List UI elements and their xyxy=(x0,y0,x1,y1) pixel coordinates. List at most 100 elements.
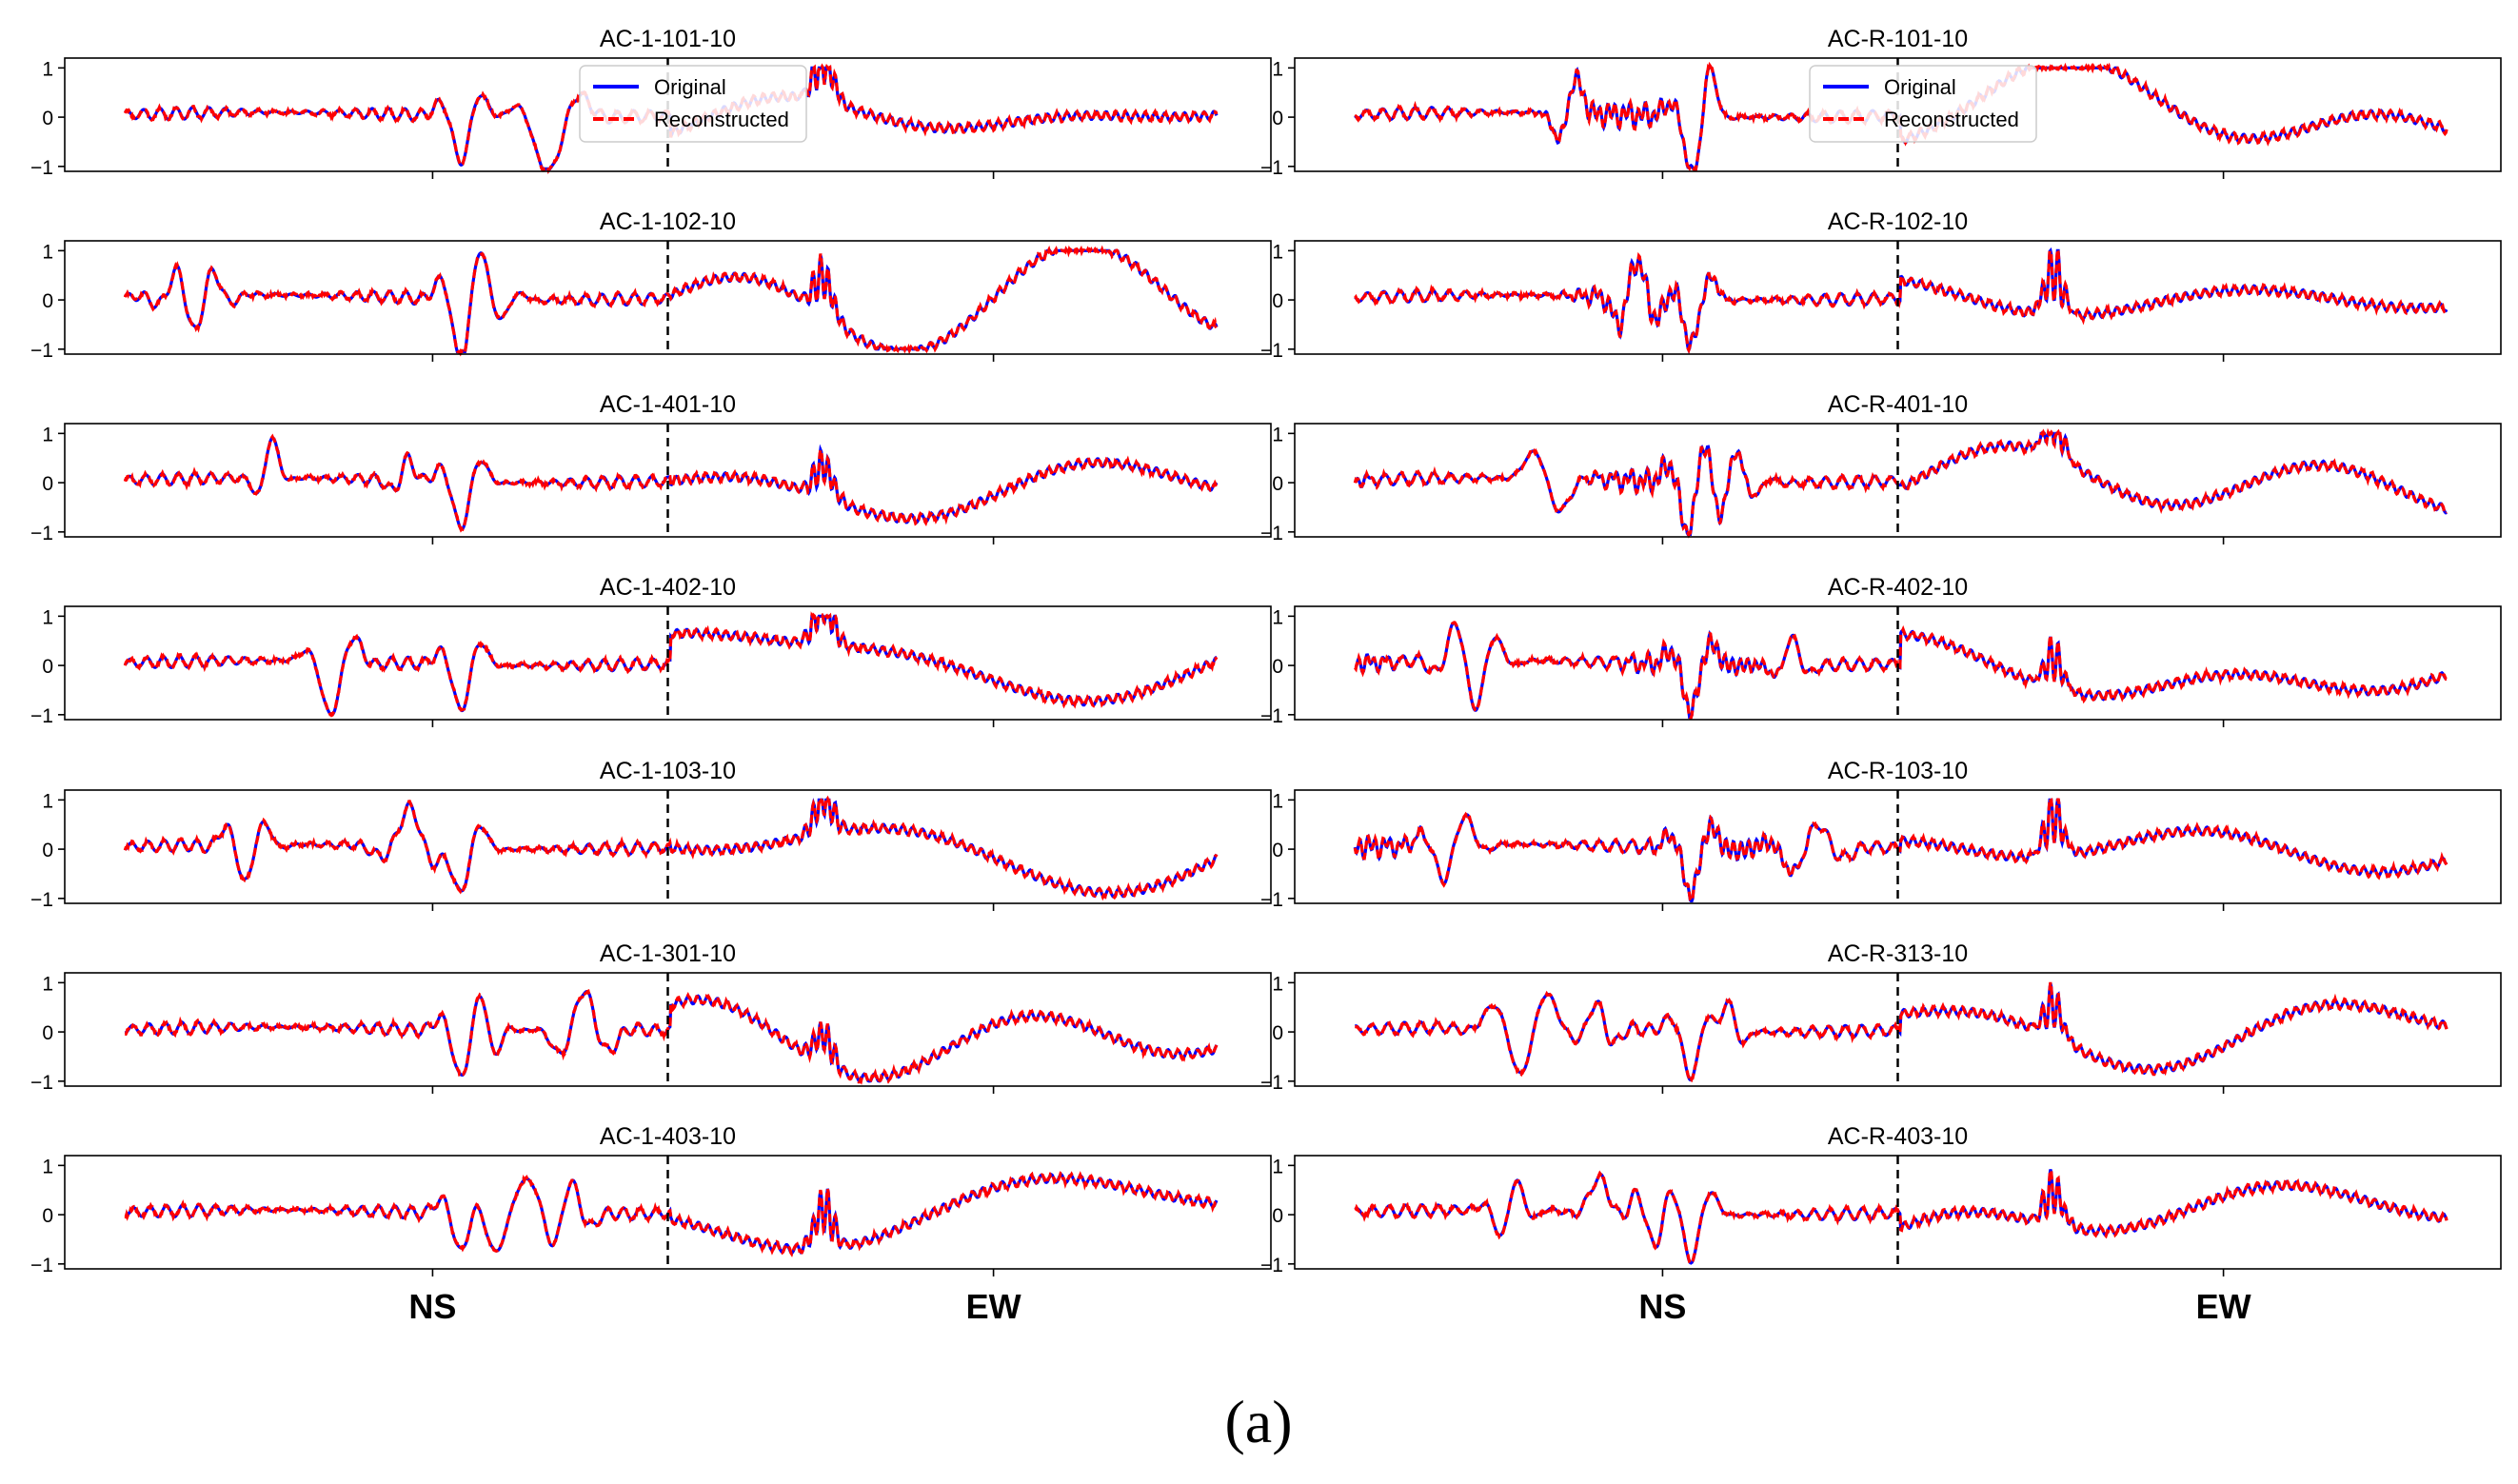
y-tick-label: 0 xyxy=(1272,108,1283,129)
subplot: AC-R-403-10 −1 0 1 xyxy=(1260,1123,2502,1276)
y-tick-label: 1 xyxy=(1272,58,1283,80)
plot-frame xyxy=(1294,1155,2502,1270)
subplot: AC-1-403-10 −1 0 1 xyxy=(30,1123,1272,1276)
y-tick-label: 0 xyxy=(1272,656,1283,678)
legend: Original Reconstructed xyxy=(579,65,807,143)
reconstructed-series-line xyxy=(124,988,1219,1088)
subplot: AC-1-402-10 −1 0 1 xyxy=(30,574,1272,727)
original-series-line xyxy=(124,990,1219,1083)
y-tick-label: 1 xyxy=(42,58,53,80)
plot-frame xyxy=(1294,789,2502,904)
subplot: AC-1-301-10 −1 0 1 xyxy=(30,940,1272,1094)
y-tick-label: −1 xyxy=(1260,1072,1283,1094)
subplot-title: AC-1-103-10 xyxy=(600,758,736,784)
y-tick-label: −1 xyxy=(30,1072,53,1094)
y-tick-label: −1 xyxy=(1260,340,1283,362)
reconstructed-series-line xyxy=(123,611,1219,718)
reconstructed-series-line xyxy=(1354,247,2449,355)
y-tick-label: 1 xyxy=(42,973,53,995)
subplot-title: AC-R-102-10 xyxy=(1828,208,1968,235)
original-series-line xyxy=(1354,431,2448,536)
y-tick-label: −1 xyxy=(1260,523,1283,544)
original-series-line xyxy=(124,248,1219,353)
legend-label: Reconstructed xyxy=(1884,108,2019,131)
y-tick-label: 0 xyxy=(42,473,53,495)
y-tick-label: 1 xyxy=(42,790,53,812)
subplot-title: AC-1-101-10 xyxy=(600,26,736,52)
reconstructed-series-line xyxy=(1354,1167,2449,1265)
y-tick-label: 1 xyxy=(1272,424,1283,445)
legend-label: Original xyxy=(1884,75,1956,99)
reconstructed-series-line xyxy=(123,245,1218,357)
y-tick-label: 0 xyxy=(42,108,53,129)
legend-label: Original xyxy=(654,75,726,99)
reconstructed-series-line xyxy=(1354,621,2448,720)
y-tick-label: 1 xyxy=(42,606,53,628)
y-tick-label: 0 xyxy=(1272,1022,1283,1044)
reconstructed-series-line xyxy=(1353,793,2449,902)
subplot: AC-R-103-10 −1 0 1 xyxy=(1260,758,2502,911)
y-tick-label: −1 xyxy=(30,157,53,179)
y-tick-label: −1 xyxy=(30,523,53,544)
segment-label: NS xyxy=(408,1287,456,1326)
y-tick-label: 0 xyxy=(1272,840,1283,861)
y-tick-label: −1 xyxy=(30,705,53,727)
subplot-title: AC-R-403-10 xyxy=(1828,1123,1968,1150)
subplot-title: AC-1-301-10 xyxy=(600,940,736,967)
subplot-title: AC-1-403-10 xyxy=(600,1123,736,1150)
plot-frame xyxy=(64,423,1272,538)
subplot: AC-R-102-10 −1 0 1 xyxy=(1260,208,2502,362)
subplot-title: AC-1-401-10 xyxy=(600,391,736,418)
original-series-line xyxy=(1354,247,2449,354)
plot-frame xyxy=(1294,972,2502,1087)
subplot-title: AC-R-313-10 xyxy=(1828,940,1968,967)
subplot-title: AC-R-401-10 xyxy=(1828,391,1968,418)
y-tick-label: 0 xyxy=(1272,1205,1283,1227)
y-tick-label: 0 xyxy=(42,1022,53,1044)
original-series-line xyxy=(125,1173,1219,1256)
segment-label: NS xyxy=(1638,1287,1686,1326)
y-tick-label: 1 xyxy=(42,1156,53,1177)
y-tick-label: 0 xyxy=(42,840,53,861)
subplot-title: AC-1-102-10 xyxy=(600,208,736,235)
plot-frame xyxy=(64,605,1272,721)
y-tick-label: 1 xyxy=(1272,606,1283,628)
reconstructed-series-line xyxy=(123,795,1219,901)
plot-frame xyxy=(64,57,1272,172)
y-tick-label: 1 xyxy=(42,424,53,445)
subplot-title: AC-1-402-10 xyxy=(600,574,736,601)
y-tick-label: 1 xyxy=(1272,790,1283,812)
subplot: AC-R-101-10 −1 0 1 Original Reconstructed xyxy=(1260,26,2502,179)
plot-frame xyxy=(1294,605,2502,721)
y-tick-label: −1 xyxy=(30,1255,53,1276)
subplot: AC-R-401-10 −1 0 1 xyxy=(1260,391,2502,544)
plot-frame xyxy=(64,1155,1272,1270)
y-tick-label: 1 xyxy=(42,241,53,263)
y-tick-label: 0 xyxy=(1272,473,1283,495)
plot-frame xyxy=(1294,240,2502,355)
y-tick-label: 1 xyxy=(1272,241,1283,263)
plot-frame xyxy=(1294,423,2502,538)
reconstructed-series-line xyxy=(124,1171,1219,1257)
subplot: AC-1-102-10 −1 0 1 xyxy=(30,208,1272,362)
y-tick-label: −1 xyxy=(1260,157,1283,179)
y-tick-label: 1 xyxy=(1272,1156,1283,1177)
subplot-title: AC-R-402-10 xyxy=(1828,574,1968,601)
subplot: AC-1-101-10 −1 0 1 Original Reconstructed xyxy=(30,26,1272,179)
plot-frame xyxy=(64,972,1272,1087)
reconstructed-series-line xyxy=(1355,981,2449,1083)
plot-frame xyxy=(64,240,1272,355)
y-tick-label: 0 xyxy=(42,290,53,312)
legend-label: Reconstructed xyxy=(654,108,789,131)
y-tick-label: −1 xyxy=(30,340,53,362)
y-tick-label: −1 xyxy=(1260,705,1283,727)
y-tick-label: −1 xyxy=(1260,889,1283,911)
subplot: AC-R-313-10 −1 0 1 xyxy=(1260,940,2502,1094)
reconstructed-series-line xyxy=(1353,427,2449,539)
legend: Original Reconstructed xyxy=(1809,65,2037,143)
plot-frame xyxy=(1294,57,2502,172)
subplot: AC-R-402-10 −1 0 1 xyxy=(1260,574,2502,727)
y-tick-label: 0 xyxy=(42,1205,53,1227)
y-tick-label: −1 xyxy=(1260,1255,1283,1276)
